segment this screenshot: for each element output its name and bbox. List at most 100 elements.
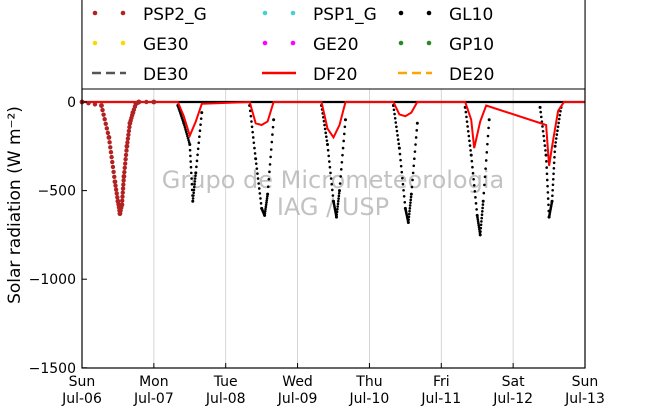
gl10-point <box>265 197 269 200</box>
gl10-point <box>487 118 491 122</box>
gl10-point <box>409 192 413 196</box>
psp2-g-point <box>120 198 125 203</box>
gl10-point <box>468 144 472 147</box>
gl10-point <box>187 138 190 142</box>
gl10-point <box>469 153 473 157</box>
psp2-g-point <box>103 121 108 126</box>
gl10-point <box>253 152 257 155</box>
psp2-g-point <box>110 164 116 170</box>
series-layer <box>79 99 585 237</box>
gl10-point <box>337 197 340 200</box>
gl10-point <box>263 213 267 217</box>
gl10-point <box>470 159 474 163</box>
legend-marker <box>290 40 296 46</box>
gl10-point <box>484 167 487 170</box>
gl10-point <box>186 136 190 140</box>
gl10-point <box>200 111 204 115</box>
psp2-g-point <box>106 135 112 140</box>
gl10-point <box>480 213 484 216</box>
gl10-point <box>558 113 562 117</box>
gl10-point <box>189 160 192 163</box>
gl10-point <box>329 177 333 180</box>
gl10-point <box>190 188 194 192</box>
legend-item-ge30: GE30 <box>92 35 189 55</box>
gl10-point <box>326 143 330 147</box>
gl10-point <box>477 223 481 227</box>
gl10-point <box>481 210 484 213</box>
gl10-point <box>552 172 555 176</box>
gl10-point <box>467 134 471 138</box>
gl10-point <box>411 171 415 175</box>
gl10-point <box>337 191 341 195</box>
gl10-point <box>331 188 334 192</box>
gl10-point <box>538 105 542 109</box>
legend-marker <box>398 10 404 16</box>
gl10-point <box>479 230 482 233</box>
legend: PSP2_G PSP1_G GL10 GE30 GE20 GP10 DE30 DF20 DE20 <box>81 0 586 90</box>
psp2-g-point <box>113 187 119 192</box>
gl10-point <box>266 192 270 196</box>
x-tick-date: Jul-06 <box>61 391 102 407</box>
psp2-g-point <box>105 130 111 136</box>
gl10-point <box>542 139 546 143</box>
gl10-point <box>339 168 343 171</box>
x-tick-day: Sun <box>572 374 599 390</box>
gl10-point <box>336 205 339 208</box>
legend-marker <box>92 40 98 46</box>
plot-frame <box>81 0 586 369</box>
gl10-point <box>198 135 201 139</box>
gl10-point <box>482 191 486 195</box>
gl10-point <box>184 130 188 134</box>
legend-items: PSP2_G PSP1_G GL10 GE30 GE20 GP10 DE30 DF20 DE20 <box>92 5 494 85</box>
gl10-point <box>193 177 197 180</box>
gl10-point <box>268 170 271 174</box>
gl10-point <box>343 125 347 129</box>
gl10-point <box>547 215 551 219</box>
gl10-point <box>325 139 329 142</box>
gl10-point <box>553 155 556 159</box>
gl10-point <box>270 140 274 144</box>
gl10-point <box>415 121 419 125</box>
gl10-point <box>271 133 274 136</box>
psp2-g-point <box>144 99 149 105</box>
gl10-point <box>552 161 556 165</box>
gl10-point <box>264 203 268 207</box>
gl10-point <box>413 157 416 161</box>
gl10-point <box>544 149 547 152</box>
psp2-g-point <box>122 169 127 175</box>
x-tick-day: Fri <box>433 374 450 390</box>
gl10-point <box>271 125 275 129</box>
gl10-point <box>324 131 328 135</box>
psp2-g-point <box>113 183 118 188</box>
legend-box <box>81 0 586 90</box>
gl10-point <box>335 213 339 216</box>
gl10-point <box>269 148 273 151</box>
gl10-point <box>557 121 560 125</box>
legend-label: PSP2_G <box>143 5 207 25</box>
gl10-point <box>556 125 560 129</box>
y-axis-label-text: Solar radiation (W m⁻²) <box>5 106 25 304</box>
psp2-g-point <box>120 186 126 191</box>
x-tick-date: Jul-08 <box>205 391 246 407</box>
x-tick-date: Jul-10 <box>349 391 390 407</box>
psp2-g-point <box>108 145 113 150</box>
gl10-point <box>468 139 471 143</box>
gl10-point <box>545 172 549 176</box>
psp2-g-point <box>86 100 91 106</box>
gl10-point <box>478 233 482 237</box>
gl10-point <box>186 134 189 138</box>
gl10-point <box>474 196 477 199</box>
legend-marker <box>120 10 126 16</box>
legend-label: GE20 <box>313 35 359 55</box>
psp2-g-point <box>112 174 117 180</box>
gl10-point <box>466 129 470 133</box>
y-tick-label: −1500 <box>29 361 76 377</box>
gl10-point <box>266 185 270 189</box>
psp2-g-point <box>115 198 121 204</box>
gl10-point <box>343 118 347 122</box>
gl10-point <box>554 141 557 144</box>
x-tick-day: Tue <box>213 374 238 390</box>
psp2-g-point <box>121 182 126 187</box>
gl10-point <box>400 170 404 174</box>
gl10-point <box>254 162 258 165</box>
